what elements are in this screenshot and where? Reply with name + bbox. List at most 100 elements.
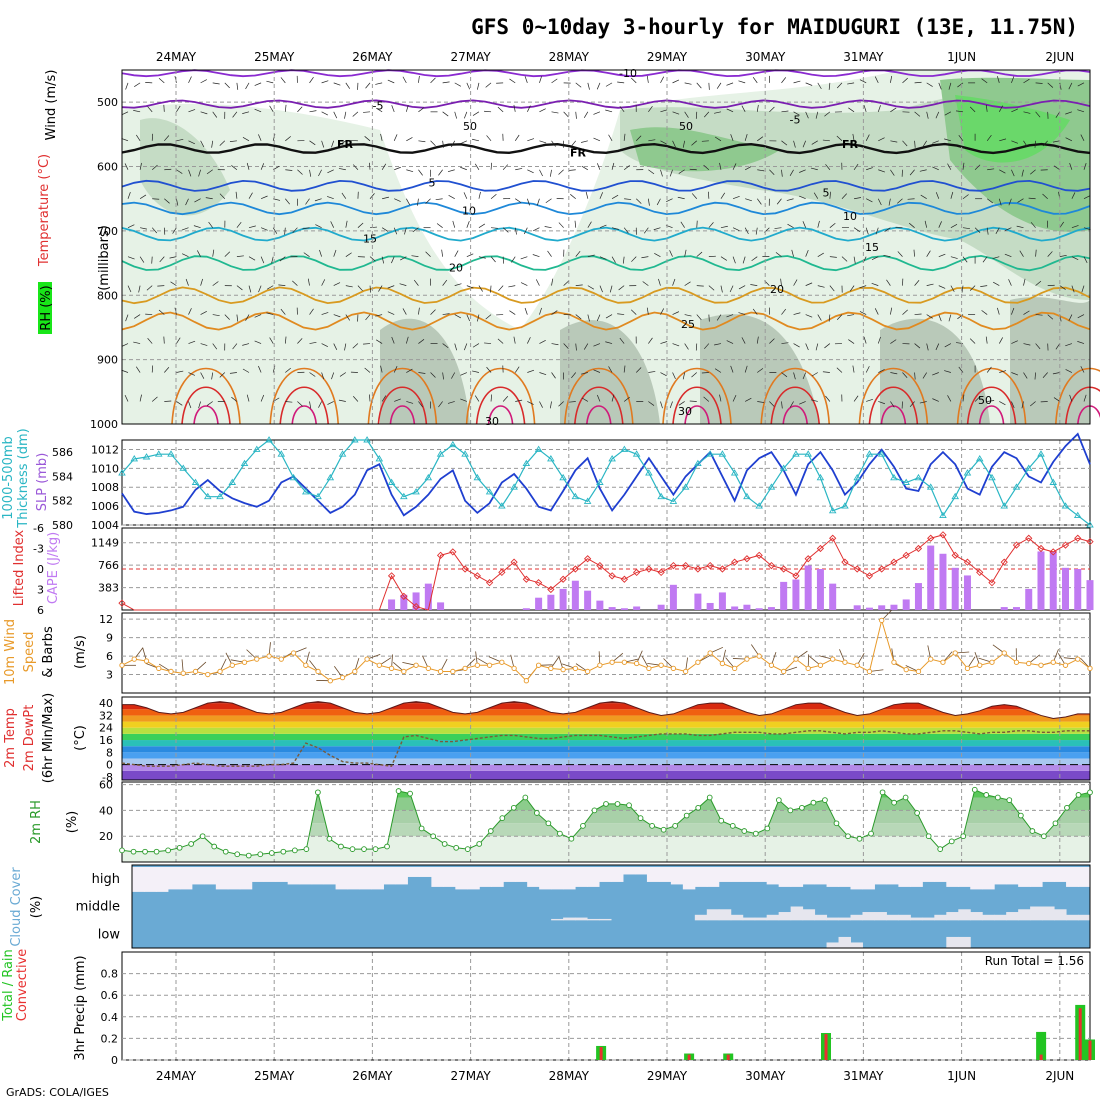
label-precip-units: 3hr Precip (mm) — [73, 955, 88, 1060]
wind-barb — [387, 79, 395, 84]
wind-barb — [285, 136, 291, 142]
label-convective: Convective — [15, 949, 30, 1022]
slp-point — [841, 502, 849, 509]
li-point — [829, 534, 837, 542]
wind-barb — [514, 227, 517, 235]
slp-point — [179, 464, 188, 471]
li-point — [927, 534, 935, 542]
wind-barb — [756, 336, 759, 344]
wind-barb — [236, 314, 239, 322]
wind-barb — [938, 285, 946, 289]
slp-point — [449, 440, 457, 448]
wind-barb — [714, 136, 722, 142]
wind-barb — [583, 343, 589, 350]
wind-barb — [950, 223, 958, 228]
wind-speed-point — [989, 659, 995, 665]
wind-barb — [224, 251, 231, 257]
cloud-high-cell — [347, 867, 361, 890]
cape-bar — [939, 553, 947, 610]
wind-barb — [188, 372, 195, 376]
wind-speed-point — [572, 665, 579, 672]
wind-barb — [319, 249, 322, 257]
cloud-cell-middle — [730, 914, 744, 921]
li-point — [510, 558, 518, 566]
cape-bar — [522, 608, 530, 610]
precip-tick-label: 0.2 — [101, 1032, 119, 1045]
cloud-high-cell — [371, 867, 384, 890]
wind-barb — [913, 249, 915, 257]
precip-convective-bar — [599, 1047, 603, 1060]
cape-bar — [865, 607, 873, 610]
rh-point — [1018, 812, 1024, 819]
wind-barb — [524, 76, 528, 83]
cloud-high-cell — [563, 867, 576, 890]
wind-barb — [321, 343, 329, 348]
wind-barb — [258, 285, 262, 293]
rh-point — [1075, 792, 1082, 798]
wind-barb — [271, 256, 274, 264]
wind-barb — [425, 251, 431, 257]
wind-barb — [732, 196, 740, 200]
wind-barb — [333, 282, 341, 286]
cloud-cell-middle — [1054, 909, 1067, 921]
wind-barb — [883, 254, 891, 257]
wind-barb — [551, 372, 556, 379]
cape-bar — [927, 545, 935, 610]
wind-barb — [164, 198, 170, 204]
cape-bar — [706, 602, 714, 610]
label-2m-dewpt: 2m DewPt — [22, 705, 37, 772]
wind-barb — [466, 285, 474, 289]
wind-barb — [802, 221, 806, 228]
wind-barb — [134, 82, 141, 87]
cape-bar — [963, 575, 971, 610]
wind-barb — [376, 339, 383, 344]
wind-barb — [599, 256, 607, 260]
label-temperature-line: Temperature (°C) — [37, 154, 52, 267]
wind-barb — [852, 133, 855, 141]
wind-barb — [672, 343, 680, 347]
li-point — [706, 561, 714, 570]
cloud-cell-middle — [934, 914, 947, 921]
wind-barb — [206, 169, 213, 175]
slp-point — [890, 473, 898, 481]
slp-point — [191, 478, 200, 485]
cape-bar — [755, 608, 763, 610]
wind-barb — [188, 76, 192, 84]
slp-point — [375, 455, 384, 462]
precip-tick-label: 0.6 — [101, 989, 119, 1002]
rh-point — [522, 794, 529, 801]
slp-point — [694, 459, 702, 467]
wind-speed-point — [511, 665, 517, 672]
wind-barb — [357, 285, 363, 292]
wind-barb — [660, 140, 667, 145]
wind-barb — [1011, 169, 1015, 177]
wind-barb — [466, 82, 471, 90]
wind-barb — [962, 194, 969, 200]
wind-speed-point — [192, 668, 199, 675]
wind-barb — [405, 336, 409, 344]
precip-convective-bar — [824, 1034, 828, 1060]
isotherm-arch-inner — [574, 386, 624, 425]
wind-speed-point — [964, 665, 971, 672]
slp-point — [559, 473, 567, 481]
isotherm-arch-core — [389, 405, 416, 425]
cape-bar — [890, 604, 898, 610]
thickness-line — [121, 432, 1091, 517]
cloud-high-cell — [551, 867, 564, 890]
wind-speed-point — [658, 662, 664, 668]
cloud-high-cell — [730, 867, 744, 882]
wind-speed-point — [584, 668, 591, 675]
rh-point — [303, 846, 310, 852]
cloud-layer-label: low — [98, 927, 121, 942]
slp-point — [988, 473, 996, 481]
wind-barb — [430, 77, 436, 84]
wind-barb — [477, 82, 480, 90]
wind10-frame — [121, 612, 1091, 694]
wind-speed-point — [229, 662, 235, 668]
rh-tick-label: 60 — [99, 779, 113, 792]
wind-barb — [714, 343, 722, 346]
cloud-high-cell — [814, 867, 828, 885]
wind-barb — [926, 283, 934, 286]
wind-barb — [418, 169, 423, 176]
wind-barb — [672, 140, 676, 148]
